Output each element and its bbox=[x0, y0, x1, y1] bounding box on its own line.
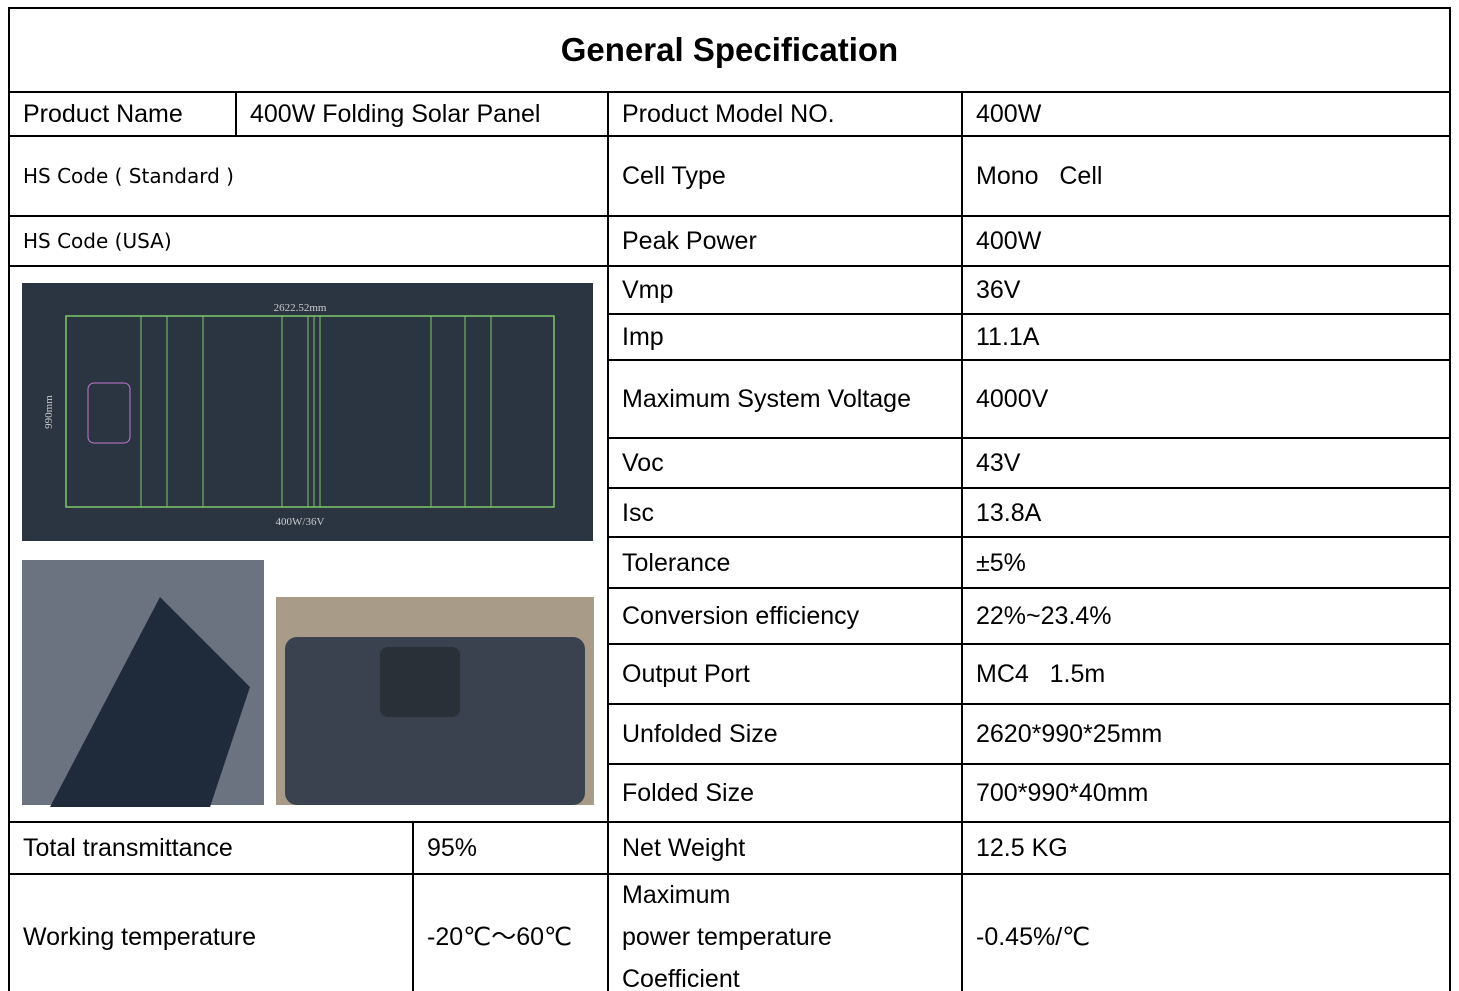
spec-value: 400W bbox=[963, 217, 1451, 267]
spec-label: Output Port bbox=[609, 645, 963, 705]
drawing-rating: 400W/36V bbox=[276, 516, 325, 528]
spec-label: Maximum System Voltage bbox=[609, 361, 963, 439]
spec-label: Vmp bbox=[609, 267, 963, 315]
drawing-width: 2622.52mm bbox=[274, 302, 327, 314]
spec-value: MC4 1.5m bbox=[963, 645, 1451, 705]
image-cell: 2622.52mm 990mm 400W/36V bbox=[10, 267, 609, 823]
spec-value: 11.1A bbox=[963, 315, 1451, 361]
spec-label: Folded Size bbox=[609, 765, 963, 823]
spec-value: 2620*990*25mm bbox=[963, 705, 1451, 765]
title: General Specification bbox=[10, 9, 1451, 93]
cell: HS Code ( Standard ) bbox=[10, 137, 609, 217]
cell: Product Model NO. bbox=[609, 93, 963, 137]
spec-value: 36V bbox=[963, 267, 1451, 315]
spec-sheet: General Specification Product Name 400W … bbox=[8, 7, 1451, 991]
spec-label: Isc bbox=[609, 489, 963, 538]
spec-label: Net Weight bbox=[609, 823, 963, 875]
spec-value: ±5% bbox=[963, 538, 1451, 589]
cell: -20℃～60℃ bbox=[414, 875, 609, 991]
spec-value: Mono Cell bbox=[963, 137, 1451, 217]
drawing-height: 990mm bbox=[43, 395, 55, 429]
spec-label: Maximum power temperature Coefficient bbox=[609, 875, 963, 991]
spec-label: Peak Power bbox=[609, 217, 963, 267]
cell: HS Code (USA) bbox=[10, 217, 609, 267]
spec-label: Cell Type bbox=[609, 137, 963, 217]
cell: Product Name bbox=[10, 93, 237, 137]
spec-label: Imp bbox=[609, 315, 963, 361]
spec-label: Tolerance bbox=[609, 538, 963, 589]
spec-value: 43V bbox=[963, 439, 1451, 489]
cell: 95% bbox=[414, 823, 609, 875]
cell: Total transmittance bbox=[10, 823, 414, 875]
spec-value: 12.5 KG bbox=[963, 823, 1451, 875]
images: 2622.52mm 990mm 400W/36V bbox=[10, 267, 607, 821]
cell: 400W bbox=[963, 93, 1451, 137]
spec-label: Voc bbox=[609, 439, 963, 489]
spec-label: Unfolded Size bbox=[609, 705, 963, 765]
spec-value: 13.8A bbox=[963, 489, 1451, 538]
spec-value: 22%~23.4% bbox=[963, 589, 1451, 645]
spec-value: 4000V bbox=[963, 361, 1451, 439]
spec-value: 700*990*40mm bbox=[963, 765, 1451, 823]
cell: Working temperature bbox=[10, 875, 414, 991]
cell: 400W Folding Solar Panel bbox=[237, 93, 609, 137]
spec-label: Conversion efficiency bbox=[609, 589, 963, 645]
spec-value: -0.45%/℃ bbox=[963, 875, 1451, 991]
